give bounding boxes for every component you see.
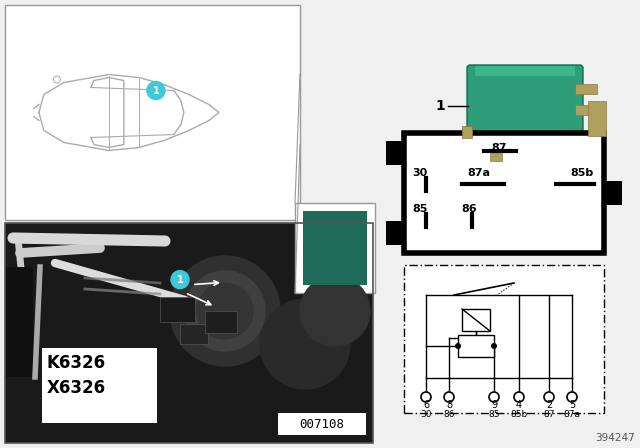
Bar [462, 309, 490, 331]
Bar [575, 83, 597, 94]
Bar [404, 265, 604, 413]
Text: 30: 30 [420, 409, 432, 418]
Text: 9: 9 [491, 400, 497, 410]
Text: 85: 85 [412, 204, 428, 215]
Text: 85b: 85b [510, 409, 527, 418]
Bar [160, 297, 195, 322]
Bar [295, 203, 375, 293]
Bar [5, 223, 373, 443]
Text: 87a: 87a [563, 409, 580, 418]
Text: X6326: X6326 [47, 379, 106, 397]
FancyBboxPatch shape [467, 65, 583, 156]
Bar [42, 348, 157, 423]
Text: 85: 85 [488, 409, 500, 418]
Bar [404, 133, 604, 253]
Text: 87: 87 [492, 143, 507, 153]
Bar [458, 335, 494, 357]
Text: 1: 1 [435, 99, 445, 113]
Circle shape [185, 271, 265, 351]
Circle shape [444, 392, 454, 402]
Bar [180, 324, 208, 344]
Bar [5, 267, 33, 377]
Circle shape [567, 392, 577, 402]
Bar [5, 223, 373, 443]
Bar [5, 5, 300, 220]
Circle shape [147, 82, 165, 99]
Text: 2: 2 [546, 400, 552, 410]
Bar [278, 413, 366, 435]
Text: 87: 87 [543, 409, 555, 418]
Text: 1: 1 [152, 86, 159, 95]
Text: 6: 6 [423, 400, 429, 410]
Bar [575, 105, 597, 115]
Text: 1: 1 [177, 275, 184, 284]
Circle shape [197, 283, 253, 339]
Circle shape [544, 392, 554, 402]
Circle shape [491, 343, 497, 349]
Text: 86: 86 [444, 409, 455, 418]
Bar [490, 151, 502, 161]
Circle shape [171, 271, 189, 289]
Bar [386, 221, 404, 245]
Text: 85b: 85b [570, 168, 594, 178]
Text: 4: 4 [516, 400, 522, 410]
Bar [588, 101, 606, 136]
Circle shape [170, 256, 280, 366]
Text: K6326: K6326 [47, 354, 106, 372]
Circle shape [260, 299, 350, 389]
Text: 394247: 394247 [595, 433, 635, 443]
Bar [205, 311, 237, 333]
Bar [475, 66, 575, 76]
Circle shape [514, 392, 524, 402]
Bar [462, 126, 472, 138]
Text: 007108: 007108 [300, 418, 344, 431]
Bar [604, 181, 622, 205]
Text: 5: 5 [569, 400, 575, 410]
Circle shape [455, 343, 461, 349]
Bar [386, 141, 404, 165]
Circle shape [300, 276, 370, 346]
Text: 8: 8 [446, 400, 452, 410]
Text: 87a: 87a [467, 168, 490, 178]
Text: 30: 30 [412, 168, 428, 178]
Circle shape [489, 392, 499, 402]
Circle shape [53, 76, 60, 83]
Text: 86: 86 [461, 204, 477, 215]
Circle shape [421, 392, 431, 402]
Bar [303, 211, 367, 285]
